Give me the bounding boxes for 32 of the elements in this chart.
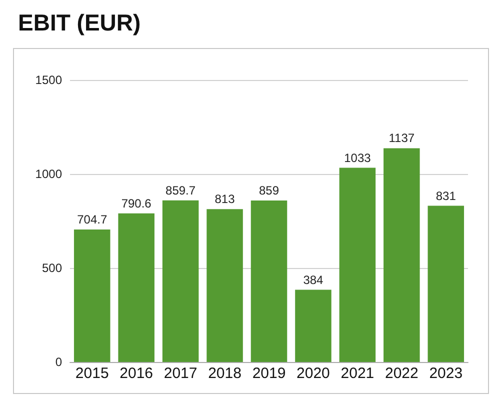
bar	[384, 148, 420, 362]
y-tick-label: 1500	[35, 73, 62, 87]
bar	[295, 290, 332, 362]
bar	[118, 213, 154, 362]
data-label: 704.7	[77, 212, 108, 227]
data-label: 1033	[344, 150, 372, 165]
bar	[428, 206, 464, 362]
x-tick-label: 2020	[296, 365, 330, 382]
y-tick-label: 0	[55, 355, 62, 369]
y-tick-label: 500	[42, 261, 62, 275]
x-tick-label: 2016	[120, 365, 154, 382]
bar	[74, 230, 110, 362]
x-tick-label: 2019	[252, 365, 286, 382]
x-tick-label: 2023	[429, 365, 463, 382]
x-tick-label: 2022	[384, 365, 418, 382]
x-tick-label: 2017	[164, 365, 198, 382]
chart-title: EBIT (EUR)	[18, 10, 141, 36]
data-label: 384	[303, 272, 324, 287]
x-tick-label: 2018	[208, 365, 242, 382]
data-label: 831	[436, 188, 456, 203]
x-tick-label: 2021	[340, 365, 374, 382]
data-label: 859.7	[166, 183, 196, 198]
data-label: 1137	[388, 131, 415, 146]
bar	[162, 200, 199, 362]
y-tick-label: 1000	[35, 167, 62, 181]
data-label: 790.6	[121, 196, 152, 210]
bar	[250, 200, 288, 362]
x-tick-label: 2015	[75, 365, 109, 382]
data-label: 813	[214, 192, 236, 206]
data-label: 859	[258, 184, 280, 198]
bar	[339, 168, 376, 362]
bar	[206, 209, 243, 362]
